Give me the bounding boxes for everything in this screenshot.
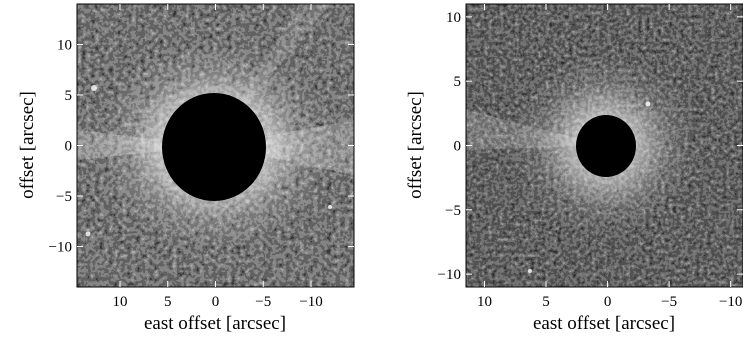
x-tick-label: 0	[604, 294, 612, 310]
x-tick-label: 0	[212, 294, 220, 310]
x-tick-label: −5	[661, 294, 677, 310]
left-image	[77, 4, 354, 287]
y-tick-label: −10	[49, 240, 72, 256]
left-ylabel: offset [arcsec]	[17, 91, 38, 199]
right-ylabel: offset [arcsec]	[405, 91, 426, 199]
right-xlabel: east offset [arcsec]	[533, 313, 675, 334]
x-tick-label: −5	[255, 294, 271, 310]
right-ticks: 10 5 0 −5 −10 10 5 0 −5 −10	[438, 4, 743, 310]
y-tick-label: 0	[65, 139, 73, 155]
right-occulting-mask	[576, 115, 636, 177]
x-tick-label: −10	[299, 294, 322, 310]
right-panel: 10 5 0 −5 −10 10 5 0 −5 −10 offset [arcsec] east …	[405, 3, 743, 334]
y-tick-label: −10	[438, 267, 461, 283]
x-tick-label: 5	[542, 294, 550, 310]
x-tick-label: −10	[719, 294, 742, 310]
y-tick-label: 0	[454, 139, 462, 155]
y-tick-label: 5	[65, 88, 73, 104]
x-tick-label: 10	[477, 294, 492, 310]
left-occulting-mask	[162, 93, 266, 201]
y-tick-label: −5	[445, 203, 461, 219]
y-tick-label: 10	[57, 37, 72, 53]
left-ticks: 10 5 0 −5 −10 10 5 0 −5 −10	[49, 4, 354, 310]
x-tick-label: 5	[164, 294, 172, 310]
left-panel: 10 5 0 −5 −10 10 5 0 −5 −10 offset [arcsec] east …	[17, 3, 355, 334]
right-image	[466, 4, 743, 287]
y-tick-label: 10	[446, 10, 461, 26]
y-tick-label: 5	[454, 74, 462, 90]
left-xlabel: east offset [arcsec]	[144, 313, 286, 334]
x-tick-label: 10	[112, 294, 127, 310]
y-tick-label: −5	[56, 189, 72, 205]
